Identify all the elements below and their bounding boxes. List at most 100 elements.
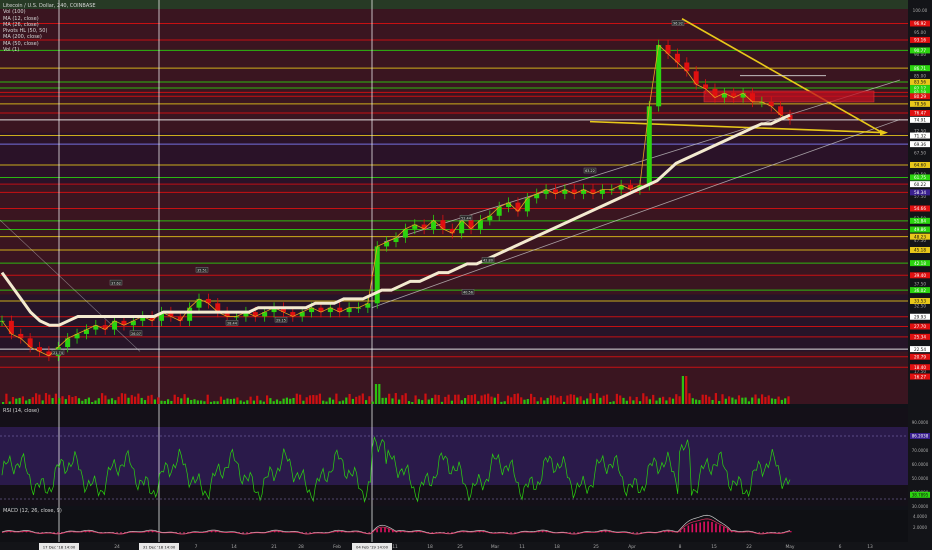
time-axis-tick: 8 (679, 544, 682, 550)
volume-bar (328, 397, 331, 404)
volume-bar (434, 394, 437, 404)
macd-histogram-bar (679, 530, 682, 533)
macd-histogram-bar (250, 532, 252, 533)
volume-bar (15, 398, 18, 404)
main-pane-band (0, 132, 908, 186)
volume-bar (332, 399, 335, 404)
volume-bar (685, 376, 688, 404)
volume-bar (157, 397, 160, 404)
price-axis-label-box (910, 132, 930, 139)
volume-bar (602, 395, 605, 404)
candle-body (83, 329, 89, 334)
volume-bar (668, 397, 671, 404)
volume-bar (74, 396, 77, 404)
time-axis-tick: 14 (231, 544, 237, 550)
candle-body (674, 53, 680, 63)
price-axis-label-box (910, 161, 930, 168)
legend-indicator: MA (50, close) (3, 40, 39, 47)
time-axis-tick: 25 (593, 544, 599, 550)
price-axis-label-box (910, 116, 930, 123)
price-axis-tick: 17.50 (914, 369, 926, 374)
candle-body (506, 202, 512, 207)
price-axis-label: 83.56 (914, 80, 926, 85)
trend-channel-lower (371, 119, 901, 309)
candle-body (243, 312, 249, 317)
price-axis-label: 48.23 (914, 234, 926, 239)
candle-body (187, 307, 193, 321)
time-axis-tick: Apr (628, 544, 636, 550)
volume-bar (11, 396, 15, 404)
time-axis-tick: 13 (867, 544, 873, 550)
candle-body (609, 189, 615, 191)
volume-bar (638, 401, 642, 404)
macd-histogram-bar (636, 532, 638, 534)
price-axis-label: 27.70 (914, 324, 926, 329)
price-axis-label-box (910, 174, 930, 181)
volume-bar (569, 394, 572, 404)
volume-bar (516, 393, 519, 404)
pivot-label-box (274, 316, 288, 323)
volume-bar (190, 399, 193, 404)
volume-bar (48, 394, 51, 404)
macd-histogram-bar (214, 530, 217, 533)
candle-body (778, 106, 784, 116)
macd-histogram-bar (61, 532, 63, 534)
pivot-label-box (225, 320, 239, 326)
macd-histogram-bar (600, 531, 603, 533)
volume-bar (282, 398, 285, 404)
volume-bar (780, 399, 783, 404)
time-axis-tick: 21 (271, 544, 277, 550)
macd-histogram-bar (711, 521, 713, 533)
volume-bar (526, 399, 529, 404)
macd-histogram-bar (435, 532, 437, 533)
price-axis-label: 49.86 (914, 227, 926, 232)
volume-bar (437, 395, 440, 404)
volume-bar (325, 401, 328, 404)
price-axis-tick: 32.50 (914, 304, 926, 309)
volume-bar (539, 397, 543, 404)
volume-bar (530, 393, 533, 404)
candle-body (581, 189, 587, 194)
volume-bar (345, 397, 348, 404)
volume-bar (764, 396, 767, 404)
volume-bar (549, 395, 552, 404)
price-axis-label-box (910, 20, 930, 27)
volume-bar (117, 396, 120, 404)
price-axis-label: 78.56 (914, 102, 926, 107)
pane-separator (0, 506, 908, 510)
candle-body (18, 333, 24, 339)
candle-body (205, 298, 211, 304)
price-axis-label: 61.75 (914, 175, 926, 180)
macd-histogram-bar (431, 532, 434, 534)
price-axis-label-box (910, 287, 930, 294)
volume-bar (612, 401, 615, 404)
macd-histogram-bar (695, 523, 698, 533)
volume-bar (652, 394, 655, 404)
volume-bar (718, 400, 721, 404)
macd-histogram-bar (687, 525, 690, 533)
volume-bar (200, 400, 203, 404)
macd-histogram-bar (447, 532, 449, 534)
price-axis-label: 45.18 (914, 248, 926, 253)
price-axis-label-box (910, 333, 930, 340)
volume-bar (566, 395, 569, 404)
volume-bar (107, 399, 110, 404)
volume-bar (299, 394, 302, 404)
volume-bar (186, 397, 189, 404)
macd-histogram-bar (478, 530, 481, 533)
macd-histogram-bar (124, 532, 126, 534)
macd-histogram-bar (691, 524, 694, 533)
volume-bar (242, 401, 246, 404)
candle-body (515, 202, 521, 212)
candle-body (665, 45, 671, 54)
volume-bar (424, 393, 427, 404)
candle-body (346, 307, 352, 313)
volume-bar (731, 397, 734, 404)
price-axis-label: 29.93 (914, 314, 926, 319)
volume-bar (404, 393, 407, 404)
price-axis-label: 58.34 (914, 190, 926, 195)
volume-bar (41, 400, 44, 404)
volume-bar (233, 398, 236, 404)
volume-bar (483, 394, 486, 404)
